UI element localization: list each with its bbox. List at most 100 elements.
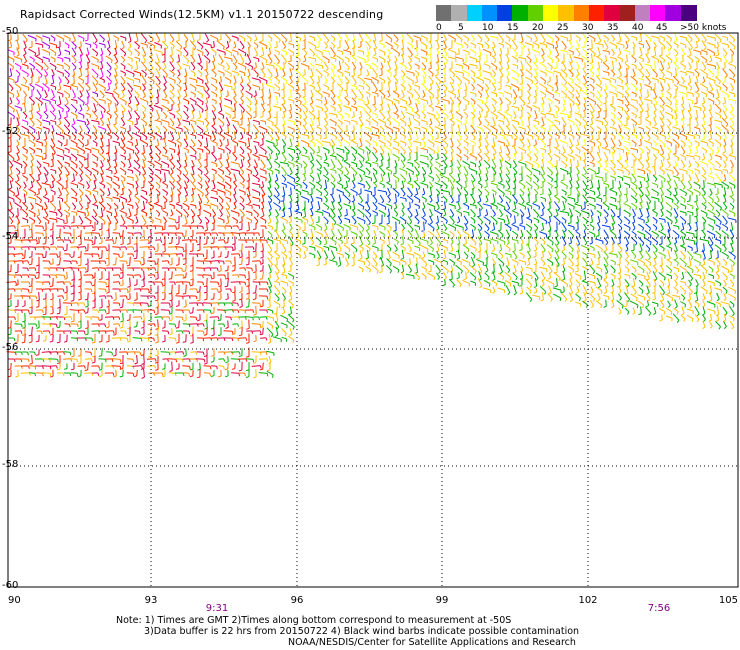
wind-barb-flag: [110, 185, 112, 189]
wind-barb: [652, 174, 658, 180]
wind-barb: [490, 182, 498, 186]
wind-barb-flag: [522, 145, 525, 149]
wind-barb-flag: [676, 173, 679, 177]
wind-barb: [8, 62, 14, 68]
wind-barb-flag: [712, 178, 715, 182]
wind-barb: [87, 68, 89, 76]
wind-barb: [78, 76, 84, 82]
wind-barb: [76, 153, 86, 159]
wind-barb-flag: [417, 173, 420, 177]
wind-barb: [503, 133, 513, 137]
wind-barb-flag: [234, 157, 238, 161]
wind-barb: [237, 48, 247, 54]
wind-barb: [694, 172, 700, 182]
wind-barb: [121, 179, 125, 189]
wind-barb: [303, 97, 307, 103]
wind-barb-flag: [724, 117, 728, 120]
wind-barb-flag: [142, 173, 146, 176]
wind-barb-flag: [396, 45, 399, 49]
wind-barb: [597, 145, 601, 153]
wind-barb: [297, 46, 299, 56]
wind-barb: [604, 82, 608, 90]
wind-barb-flag: [212, 138, 216, 142]
wind-barb: [422, 188, 426, 194]
wind-barb: [484, 103, 490, 111]
wind-barb-flag: [130, 108, 133, 112]
wind-barb-flag: [283, 159, 287, 163]
wind-barb: [155, 33, 161, 41]
wind-barb: [673, 61, 679, 69]
wind-barb-flag: [509, 165, 512, 169]
wind-barb-flag: [54, 116, 57, 121]
wind-barb: [273, 145, 281, 153]
wind-barb: [113, 188, 119, 194]
wind-barb: [673, 42, 679, 46]
wind-barb: [38, 131, 40, 139]
wind-barb-flag: [324, 81, 328, 85]
wind-barb-flag: [506, 80, 510, 84]
wind-barb-flag: [281, 67, 285, 70]
wind-barb: [343, 132, 351, 138]
wind-barb-flag: [390, 73, 392, 77]
wind-barb-flag: [366, 74, 370, 77]
wind-barb-flag: [571, 95, 575, 99]
wind-barb: [142, 158, 146, 168]
wind-barb: [707, 48, 715, 54]
wind-barb-flag: [621, 80, 624, 84]
wind-barb: [132, 132, 142, 138]
wind-barb-flag: [731, 88, 734, 92]
wind-barb: [323, 104, 329, 110]
wind-barb-flag: [411, 45, 413, 49]
wind-barb-flag: [83, 38, 85, 42]
wind-barb: [211, 104, 217, 110]
wind-barb: [142, 124, 146, 132]
wind-barb: [274, 49, 280, 53]
wind-barb-flag: [97, 59, 99, 63]
wind-barb: [583, 97, 587, 103]
wind-barb: [513, 97, 517, 103]
wind-barb: [575, 89, 581, 97]
wind-barb-flag: [122, 138, 126, 142]
wind-barb: [330, 89, 336, 97]
wind-barb: [197, 133, 203, 137]
wind-barb-flag: [732, 116, 735, 120]
wind-barb-flag: [183, 95, 187, 98]
wind-barb-flag: [537, 186, 540, 190]
wind-barb: [444, 104, 446, 110]
colorbar-segment: [558, 5, 575, 21]
wind-barb: [176, 159, 182, 167]
wind-barb: [582, 69, 588, 75]
wind-barb: [239, 195, 245, 201]
wind-barb: [420, 98, 428, 102]
wind-barb-flag: [486, 88, 490, 92]
wind-barb: [651, 188, 659, 194]
wind-barb-flag: [603, 180, 607, 183]
wind-barb: [156, 53, 160, 63]
wind-barb-flag: [347, 151, 350, 155]
wind-barb-flag: [668, 150, 672, 154]
wind-barb-flag: [555, 89, 559, 92]
wind-barb: [678, 168, 688, 172]
wind-barb-flag: [631, 54, 635, 57]
wind-barb-flag: [374, 89, 378, 93]
wind-barb: [694, 70, 700, 74]
wind-barb-flag: [333, 38, 336, 42]
wind-barb: [419, 154, 429, 158]
wind-barb-flag: [701, 158, 705, 161]
wind-barb-flag: [313, 143, 316, 147]
wind-barb: [554, 137, 560, 147]
wind-barb: [274, 91, 280, 95]
wind-barb-flag: [719, 39, 722, 43]
wind-barb: [364, 126, 372, 130]
wind-barb-flag: [599, 103, 603, 107]
wind-barb-flag: [722, 81, 726, 84]
wind-barb: [289, 167, 293, 173]
wind-barb-flag: [688, 67, 692, 70]
wind-barb-flag: [733, 46, 736, 50]
wind-barb: [456, 153, 462, 159]
wind-barb-flag: [212, 187, 216, 190]
wind-barb: [584, 111, 586, 117]
wind-barb: [79, 104, 83, 110]
wind-barb-flag: [214, 130, 217, 134]
wind-barb: [379, 182, 385, 186]
